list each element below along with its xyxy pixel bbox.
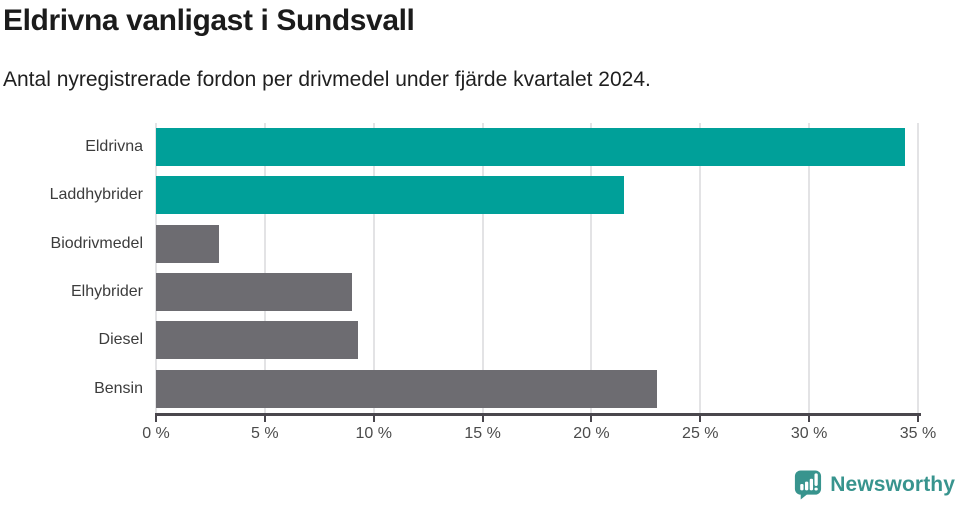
category-label: Elhybrider [70,283,143,301]
axis-tick [590,416,593,422]
axis-tick-label: 10 % [355,425,392,442]
newsworthy-logo-icon [795,470,822,500]
axis-tick [481,416,484,422]
category-label: Bensin [94,379,143,397]
bar-chart-plot: 0 % 5 % 10 % 15 % 20 % 25 % 30 % 35 % [142,123,936,442]
category-label: Eldrivna [85,138,143,156]
bar-row [156,171,918,219]
axis-tick-label: 20 % [573,425,610,442]
bar [156,321,359,360]
axis-tick-label: 25 % [682,425,719,442]
axis-tick-label: 15 % [464,425,501,442]
gridline [917,123,919,413]
newsworthy-logo-text: Newsworthy [830,472,955,496]
axis-tick [808,416,811,422]
axis-tick-label: 35 % [899,425,937,442]
axis-tick [699,416,702,422]
bar-row [156,365,918,413]
axis-tick [917,416,919,422]
bar [156,224,220,263]
axis-tick [263,416,266,422]
x-axis-line [155,413,921,416]
page-title: Eldrivna vanligast i Sundsvall [3,4,415,37]
gridline [481,123,484,413]
page-subtitle: Antal nyregistrerade fordon per drivmede… [3,68,651,91]
bar [156,273,352,312]
gridline [808,123,811,413]
bar-row [156,316,918,364]
category-labels: Eldrivna Laddhybrider Biodrivmedel Elhybrid… [0,123,143,413]
bar [156,369,657,408]
bar-row [156,123,918,171]
bar-rows [156,123,918,413]
axis-tick-label: 30 % [790,425,828,442]
category-label: Diesel [98,331,143,349]
category-label: Laddhybrider [49,186,143,204]
gridline [372,123,375,413]
bar-row [156,268,918,316]
axis-tick-label: 5 % [251,425,279,442]
newsworthy-logo: Newsworthy [792,469,955,500]
gridline [155,123,157,413]
axis-tick [372,416,375,422]
gridline [699,123,702,413]
bar-row [156,220,918,268]
bar [156,176,625,215]
axis-tick-label: 0 % [142,425,170,442]
axis-tick [155,416,157,422]
category-label: Biodrivmedel [50,234,143,252]
gridline [590,123,593,413]
bar [156,128,905,167]
gridline [263,123,266,413]
